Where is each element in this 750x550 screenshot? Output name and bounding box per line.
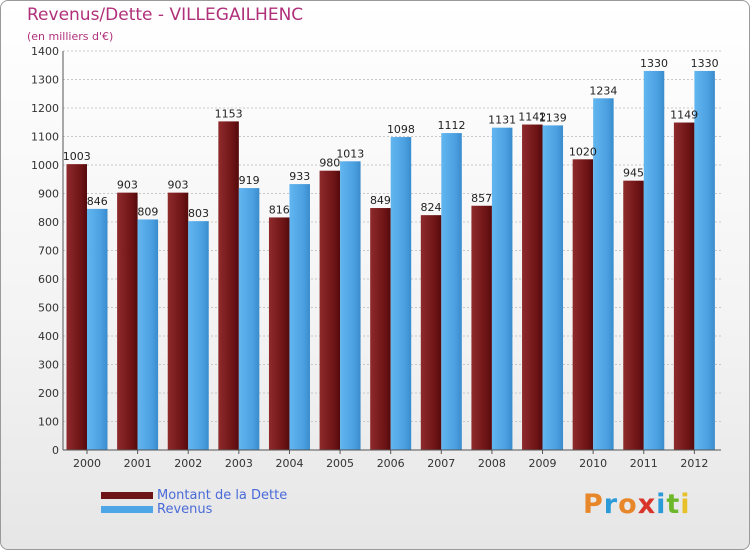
data-label: 857 <box>471 192 492 205</box>
data-label: 824 <box>421 201 442 214</box>
bar-revenus <box>643 70 665 450</box>
bar-revenus <box>542 125 564 450</box>
bar-dette <box>268 217 290 450</box>
legend-item-revenus: Revenus <box>101 501 213 517</box>
y-tick-label: 1400 <box>31 45 59 58</box>
y-tick-label: 500 <box>38 302 59 315</box>
bar-dette <box>66 164 87 450</box>
logo-letter: x <box>637 489 657 520</box>
data-label: 903 <box>117 179 138 192</box>
data-label: 849 <box>370 194 391 207</box>
y-tick-label: 100 <box>38 416 59 429</box>
data-label: 903 <box>167 179 188 192</box>
legend-swatch-dette <box>101 491 153 499</box>
bar-dette <box>420 215 442 450</box>
y-tick-label: 1200 <box>31 102 59 115</box>
bar-dette <box>673 122 695 450</box>
legend-label-revenus: Revenus <box>157 501 213 517</box>
y-tick-label: 1000 <box>31 159 59 172</box>
x-tick-label: 2005 <box>326 457 354 470</box>
chart-subtitle: (en milliers d'€) <box>27 30 114 43</box>
bar-revenus <box>694 70 715 450</box>
y-tick-label: 300 <box>38 359 59 372</box>
x-tick-label: 2001 <box>124 457 152 470</box>
proxiti-logo: Proxiti <box>583 489 691 520</box>
y-tick-label: 600 <box>38 273 59 286</box>
y-tick-label: 0 <box>52 444 59 457</box>
chart-title: Revenus/Dette - VILLEGAILHENC <box>27 5 304 25</box>
y-tick-label: 900 <box>38 188 59 201</box>
data-label: 816 <box>269 203 290 216</box>
bar-dette <box>522 124 543 450</box>
bar-revenus <box>390 137 412 450</box>
bar-revenus <box>593 98 614 450</box>
y-tick-label: 700 <box>38 245 59 258</box>
data-label: 980 <box>319 157 340 170</box>
data-label: 1112 <box>438 119 466 132</box>
data-label: 919 <box>239 174 260 187</box>
x-tick-label: 2012 <box>680 457 708 470</box>
x-tick-label: 2007 <box>427 457 455 470</box>
data-label: 1013 <box>336 147 364 160</box>
x-tick-label: 2002 <box>174 457 202 470</box>
data-label: 809 <box>137 205 158 218</box>
logo-letter: P <box>583 489 604 520</box>
bar-dette <box>319 170 341 450</box>
data-label: 846 <box>87 195 108 208</box>
bar-revenus <box>340 161 361 451</box>
bar-revenus <box>491 127 513 450</box>
bar-dette <box>623 180 644 451</box>
bar-revenus <box>87 208 108 450</box>
data-label: 1142 <box>518 111 546 124</box>
bar-dette <box>370 208 391 450</box>
y-tick-label: 200 <box>38 387 59 400</box>
data-label: 1153 <box>215 107 243 120</box>
bar-revenus <box>137 219 159 450</box>
data-label: 1098 <box>387 123 415 136</box>
y-tick-label: 1100 <box>31 131 59 144</box>
y-tick-label: 800 <box>38 216 59 229</box>
bar-revenus <box>188 221 209 450</box>
bar-revenus <box>289 184 310 450</box>
x-tick-label: 2008 <box>478 457 506 470</box>
data-label: 1131 <box>488 114 516 127</box>
data-label: 1139 <box>539 111 567 124</box>
bar-dette <box>572 159 594 451</box>
logo-letter: r <box>603 489 619 520</box>
bar-revenus <box>441 133 462 450</box>
data-label: 803 <box>188 207 209 220</box>
legend-item-dette: Montant de la Dette <box>101 487 288 503</box>
data-label: 1020 <box>569 145 597 158</box>
x-tick-label: 2004 <box>275 457 303 470</box>
x-tick-label: 2006 <box>377 457 405 470</box>
logo-letter: i <box>680 489 691 520</box>
logo-letter: o <box>618 489 638 520</box>
bar-revenus <box>238 188 260 450</box>
legend-swatch-revenus <box>101 505 153 513</box>
bar-dette <box>218 121 239 451</box>
bar-dette <box>117 192 138 450</box>
bar-dette <box>471 205 492 450</box>
data-label: 1003 <box>63 150 91 163</box>
data-label: 1330 <box>640 57 668 70</box>
x-tick-label: 2011 <box>630 457 658 470</box>
logo-letter: i <box>656 489 667 520</box>
x-tick-label: 2003 <box>225 457 253 470</box>
data-label: 1330 <box>691 57 719 70</box>
data-label: 933 <box>289 170 310 183</box>
x-tick-label: 2010 <box>579 457 607 470</box>
data-label: 1234 <box>589 84 617 97</box>
data-label: 945 <box>623 167 644 180</box>
x-tick-label: 2009 <box>529 457 557 470</box>
logo-letter: t <box>666 489 681 520</box>
data-label: 1149 <box>670 109 698 122</box>
y-tick-label: 400 <box>38 330 59 343</box>
legend-label-dette: Montant de la Dette <box>157 487 288 503</box>
x-tick-label: 2000 <box>73 457 101 470</box>
y-tick-label: 1300 <box>31 74 59 87</box>
bar-dette <box>167 192 189 450</box>
